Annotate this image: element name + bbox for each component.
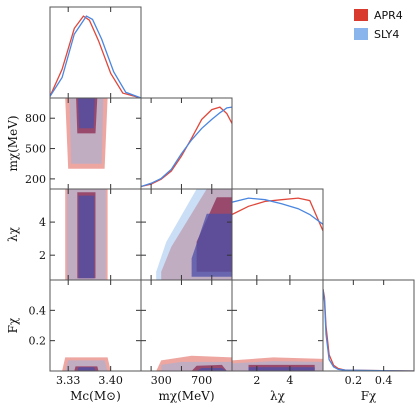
panel-frame-3-0 — [49, 279, 142, 372]
marginal-line-apr4 — [50, 15, 141, 98]
x-axis-label-mchi: mχ(MeV) — [158, 389, 214, 403]
joint-panel-lam-F — [232, 357, 323, 371]
x-tick-label-mchi: 300 — [151, 374, 172, 387]
legend-swatch-apr4 — [354, 9, 368, 21]
marginal-line-sly4 — [141, 106, 232, 188]
legend-swatch-sly4 — [354, 28, 368, 40]
joint-panel-Mc-F — [62, 357, 111, 371]
joint-panel-Mc-mchi — [65, 98, 108, 169]
y-axis-label-F: Fχ — [6, 317, 20, 333]
x-axis-label-Mc: Mc(M⊙) — [70, 389, 121, 403]
y-tick-label-mchi: 800 — [25, 112, 46, 125]
x-axis-label-F: Fχ — [361, 389, 377, 403]
y-tick-label-mchi: 500 — [25, 143, 46, 156]
contour-inner-sly4 — [77, 367, 96, 371]
marginal-panel-lam — [232, 197, 323, 232]
marginal-line-apr4 — [323, 288, 414, 371]
x-axis-label-lam: λχ — [270, 389, 286, 403]
marginal-line-apr4 — [232, 197, 323, 232]
x-tick-label-Mc: 3.40 — [98, 374, 123, 387]
marginal-line-sly4 — [232, 197, 323, 225]
legend-label-sly4: SLY4 — [374, 28, 399, 41]
joint-panel-mchi-lam — [156, 189, 232, 280]
panel-frame-3-2 — [231, 279, 324, 372]
x-tick-label-F: 0.2 — [345, 374, 363, 387]
legend: APR4 SLY4 — [354, 9, 403, 41]
contour-outer-apr4 — [62, 357, 111, 371]
marginal-panel-Mc — [50, 15, 141, 98]
panel-frame-1-1 — [140, 97, 233, 190]
marginal-panel-F — [323, 288, 414, 371]
marginal-line-sly4 — [50, 15, 141, 98]
contour-inner-sly4 — [77, 98, 95, 129]
y-tick-label-F: 0.2 — [29, 335, 47, 348]
y-tick-label-mchi: 200 — [25, 173, 46, 186]
marginal-line-sly4 — [323, 289, 414, 371]
y-axis-label-mchi: mχ(MeV) — [6, 115, 20, 171]
x-tick-label-Mc: 3.33 — [56, 374, 81, 387]
y-axis-label-lam: λχ — [6, 226, 20, 242]
y-tick-label-lam: 4 — [39, 216, 46, 229]
x-tick-label-lam: 2 — [253, 374, 260, 387]
y-tick-label-F: 0.4 — [29, 304, 47, 317]
legend-label-apr4: APR4 — [374, 9, 403, 22]
joint-panel-mchi-F — [156, 355, 232, 371]
marginal-line-apr4 — [141, 106, 232, 188]
marginal-panel-mchi — [141, 106, 232, 188]
contour-inner-sly4 — [248, 367, 315, 371]
contour-inner-sly4 — [191, 213, 232, 277]
contour-inner-sly4 — [78, 195, 95, 279]
panel-frame-3-3 — [322, 279, 415, 372]
x-tick-label-F: 0.4 — [375, 374, 393, 387]
y-tick-label-lam: 2 — [39, 249, 46, 262]
panel-frame-0-0 — [49, 6, 142, 99]
x-tick-label-lam: 4 — [286, 374, 293, 387]
joint-panel-Mc-lam — [65, 189, 108, 280]
x-tick-label-mchi: 700 — [191, 374, 212, 387]
